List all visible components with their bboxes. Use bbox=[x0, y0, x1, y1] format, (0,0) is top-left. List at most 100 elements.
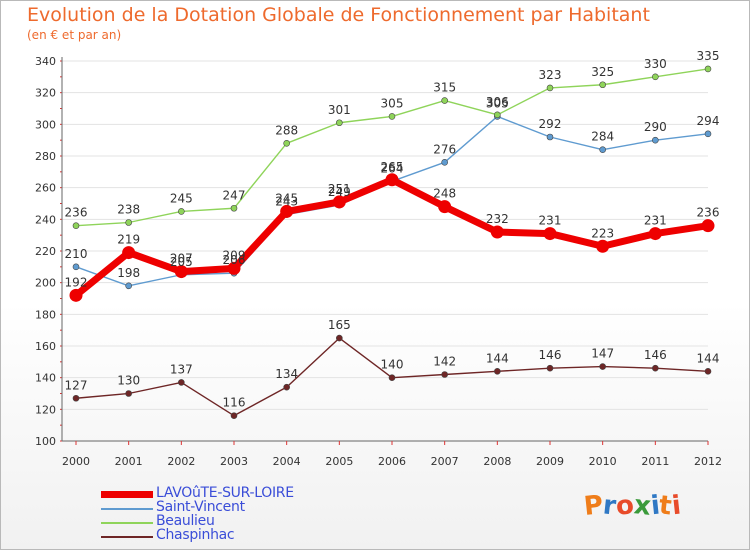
series-lavo-te-sur-loire bbox=[69, 173, 715, 302]
data-point-beaulieu-2001 bbox=[125, 219, 132, 226]
data-point-chaspinhac-2009 bbox=[546, 364, 554, 372]
y-tick-label-100: 100 bbox=[35, 435, 56, 448]
data-label-lavo-te-sur-loire-2002: 207 bbox=[170, 252, 193, 266]
data-point-beaulieu-2007 bbox=[441, 97, 448, 104]
data-label-lavo-te-sur-loire-2004: 245 bbox=[275, 191, 298, 205]
data-label-lavo-te-sur-loire-2005: 251 bbox=[328, 182, 351, 196]
data-label-lavo-te-sur-loire-2012: 236 bbox=[697, 206, 720, 220]
data-label-chaspinhac-2005: 165 bbox=[328, 318, 351, 332]
data-point-beaulieu-2000 bbox=[72, 222, 80, 229]
data-point-lavo-te-sur-loire-2006 bbox=[385, 173, 399, 187]
y-tick-label-220: 220 bbox=[35, 245, 56, 258]
data-point-chaspinhac-2003 bbox=[230, 412, 238, 419]
data-point-lavo-te-sur-loire-2008 bbox=[490, 225, 504, 239]
data-label-chaspinhac-2012: 144 bbox=[697, 351, 720, 365]
data-point-beaulieu-2010 bbox=[599, 81, 606, 89]
series-chaspinhac bbox=[72, 334, 712, 419]
data-point-lavo-te-sur-loire-2005 bbox=[332, 195, 346, 209]
data-label-saint-vincent-2010: 284 bbox=[591, 130, 614, 144]
axes bbox=[60, 57, 709, 445]
data-point-lavo-te-sur-loire-2009 bbox=[543, 227, 557, 241]
data-label-beaulieu-2001: 238 bbox=[117, 203, 140, 217]
data-label-chaspinhac-2003: 116 bbox=[223, 396, 246, 410]
x-tick-label-2011: 2011 bbox=[641, 455, 669, 468]
data-label-chaspinhac-2002: 137 bbox=[170, 362, 193, 376]
y-tick-label-340: 340 bbox=[35, 55, 56, 68]
data-point-chaspinhac-2000 bbox=[72, 394, 80, 402]
data-point-lavo-te-sur-loire-2011 bbox=[648, 227, 662, 241]
legend-item-chaspinhac: Chaspinhac bbox=[101, 527, 341, 543]
legend-swatch-beaulieu bbox=[101, 522, 153, 524]
x-tick-label-2005: 2005 bbox=[325, 455, 353, 468]
data-label-saint-vincent-2011: 290 bbox=[644, 120, 667, 134]
data-point-beaulieu-2003 bbox=[230, 204, 238, 212]
data-label-saint-vincent-2007: 276 bbox=[433, 142, 456, 156]
data-point-beaulieu-2002 bbox=[178, 208, 185, 215]
data-point-chaspinhac-2011 bbox=[652, 364, 659, 372]
y-tick-label-320: 320 bbox=[35, 87, 56, 100]
data-label-lavo-te-sur-loire-2011: 231 bbox=[644, 214, 667, 228]
x-tick-label-2001: 2001 bbox=[115, 455, 143, 468]
series-lines bbox=[69, 65, 715, 419]
data-point-chaspinhac-2010 bbox=[599, 363, 606, 370]
x-tick-label-2002: 2002 bbox=[167, 455, 195, 468]
data-point-beaulieu-2012 bbox=[704, 65, 712, 73]
y-tick-label-300: 300 bbox=[35, 118, 56, 131]
series-beaulieu bbox=[72, 65, 712, 229]
x-tick-label-2003: 2003 bbox=[220, 455, 248, 468]
data-label-saint-vincent-2003: 206 bbox=[223, 253, 246, 267]
data-point-saint-vincent-2012 bbox=[704, 130, 712, 138]
logo-letter: i bbox=[670, 490, 683, 522]
data-point-saint-vincent-2009 bbox=[546, 133, 554, 141]
data-point-chaspinhac-2004 bbox=[283, 383, 290, 391]
data-label-chaspinhac-2006: 140 bbox=[381, 358, 404, 372]
data-point-chaspinhac-2005 bbox=[336, 334, 343, 342]
x-tick-label-2000: 2000 bbox=[62, 455, 90, 468]
data-point-lavo-te-sur-loire-2004 bbox=[280, 204, 294, 218]
data-label-beaulieu-2004: 288 bbox=[275, 123, 298, 137]
legend-swatch-saint-vincent bbox=[101, 508, 153, 510]
data-label-lavo-te-sur-loire-2008: 232 bbox=[486, 212, 509, 226]
data-label-chaspinhac-2009: 146 bbox=[539, 348, 562, 362]
grid-lines bbox=[62, 60, 708, 410]
data-point-beaulieu-2006 bbox=[388, 113, 396, 120]
x-tick-label-2012: 2012 bbox=[694, 455, 722, 468]
data-label-chaspinhac-2001: 130 bbox=[117, 374, 140, 388]
data-label-beaulieu-2002: 245 bbox=[170, 191, 193, 205]
data-label-beaulieu-2003: 247 bbox=[223, 188, 246, 202]
data-label-chaspinhac-2010: 147 bbox=[591, 347, 614, 361]
legend-label-saint-vincent: Saint-Vincent bbox=[156, 499, 245, 515]
legend: LAVOûTE-SUR-LOIRE Saint-Vincent Beaulieu Ch… bbox=[101, 485, 341, 543]
legend-swatch-lavo-te-sur-loire bbox=[101, 491, 153, 498]
y-tick-label-120: 120 bbox=[35, 403, 56, 416]
x-tick-label-2006: 2006 bbox=[378, 455, 406, 468]
data-label-chaspinhac-2008: 144 bbox=[486, 351, 509, 365]
legend-label-lavo-te-sur-loire: LAVOûTE-SUR-LOIRE bbox=[156, 485, 294, 501]
data-label-beaulieu-2010: 325 bbox=[591, 65, 614, 79]
x-tick-label-2009: 2009 bbox=[536, 455, 564, 468]
data-point-chaspinhac-2006 bbox=[388, 374, 396, 381]
data-label-beaulieu-2000: 236 bbox=[65, 206, 88, 220]
data-label-saint-vincent-2000: 210 bbox=[65, 247, 88, 261]
data-point-beaulieu-2011 bbox=[652, 73, 659, 81]
legend-label-chaspinhac: Chaspinhac bbox=[156, 527, 235, 543]
x-tick-label-2007: 2007 bbox=[431, 455, 459, 468]
y-tick-label-200: 200 bbox=[35, 277, 56, 290]
data-label-beaulieu-2008: 306 bbox=[486, 95, 509, 109]
data-point-lavo-te-sur-loire-2010 bbox=[596, 239, 610, 253]
data-point-lavo-te-sur-loire-2003 bbox=[227, 261, 241, 275]
data-label-lavo-te-sur-loire-2007: 248 bbox=[433, 187, 456, 201]
data-label-beaulieu-2006: 305 bbox=[381, 96, 404, 110]
data-point-chaspinhac-2001 bbox=[125, 390, 132, 397]
data-label-saint-vincent-2005: 249 bbox=[328, 185, 351, 199]
y-tick-label-180: 180 bbox=[35, 308, 56, 321]
data-label-saint-vincent-2008: 305 bbox=[486, 96, 509, 110]
y-tick-label-140: 140 bbox=[35, 372, 56, 385]
data-label-lavo-te-sur-loire-2010: 223 bbox=[591, 226, 614, 240]
data-point-saint-vincent-2000 bbox=[72, 263, 80, 271]
data-point-lavo-te-sur-loire-2007 bbox=[438, 200, 452, 214]
data-label-beaulieu-2011: 330 bbox=[644, 57, 667, 71]
legend-swatch-chaspinhac bbox=[101, 536, 153, 538]
